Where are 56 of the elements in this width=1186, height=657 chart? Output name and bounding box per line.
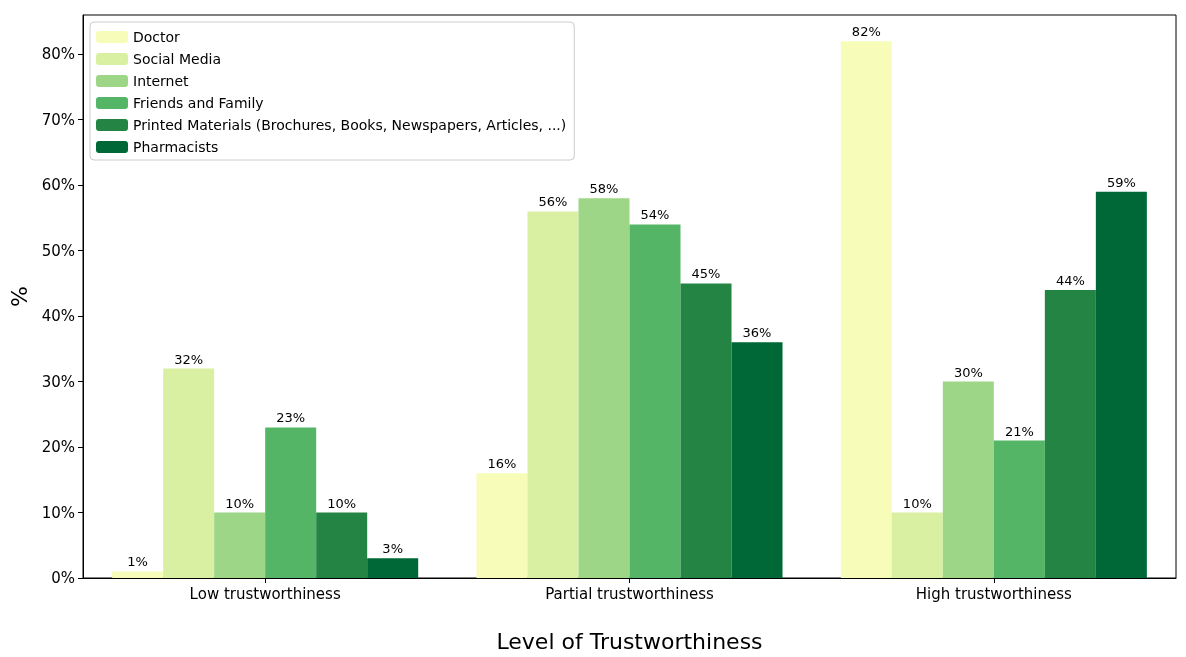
data-label: 36% <box>742 325 772 341</box>
legend-label: Internet <box>133 73 190 89</box>
legend-label: Pharmacists <box>133 139 219 155</box>
data-label: 30% <box>953 364 983 380</box>
data-label: 10% <box>225 495 255 511</box>
legend-label: Printed Materials (Brochures, Books, Newspapers, Articles, ...) <box>133 117 567 133</box>
x-axis-title: Level of Trustworthiness <box>496 628 763 654</box>
y-tick-label: 60% <box>41 176 75 195</box>
bar <box>316 512 368 578</box>
legend-label: Social Media <box>133 51 222 67</box>
bar <box>367 558 419 578</box>
y-tick-label: 30% <box>41 372 75 391</box>
x-tick-label: Low trustworthiness <box>189 584 341 603</box>
bar <box>527 211 579 578</box>
x-tick-label: High trustworthiness <box>915 584 1073 603</box>
data-label: 44% <box>1055 272 1085 288</box>
data-label: 1% <box>127 554 148 570</box>
legend-label: Friends and Family <box>133 95 264 111</box>
data-label: 21% <box>1004 423 1034 439</box>
y-tick-label: 50% <box>41 241 75 260</box>
y-tick-label: 10% <box>41 503 75 522</box>
y-tick-label: 80% <box>41 45 75 64</box>
data-label: 32% <box>174 351 204 367</box>
bar <box>265 427 317 578</box>
bar <box>214 512 266 578</box>
data-label: 54% <box>640 207 670 223</box>
bar <box>1095 191 1147 578</box>
data-label: 16% <box>487 456 517 472</box>
data-label: 23% <box>276 410 306 426</box>
legend-label: Doctor <box>133 29 181 45</box>
bar <box>731 342 783 578</box>
y-tick-label: 70% <box>41 110 75 129</box>
y-tick-label: 20% <box>41 438 75 457</box>
data-label: 3% <box>382 541 403 557</box>
bar <box>993 440 1045 578</box>
bar <box>578 198 630 578</box>
data-label: 82% <box>851 24 881 40</box>
y-tick-label: 0% <box>51 569 75 587</box>
bar <box>942 381 994 578</box>
bar <box>840 41 892 578</box>
data-label: 10% <box>902 495 932 511</box>
y-tick-label: 40% <box>41 307 75 326</box>
bar <box>476 473 528 578</box>
bar <box>1044 289 1096 578</box>
data-label: 45% <box>691 266 721 282</box>
bar <box>163 368 215 578</box>
data-label: 10% <box>327 495 357 511</box>
bar <box>891 512 943 578</box>
x-tick-label: Partial trustworthiness <box>545 584 715 603</box>
y-axis-title: % <box>7 286 33 307</box>
bar <box>629 224 681 578</box>
data-label: 58% <box>589 181 619 197</box>
bar <box>680 283 732 578</box>
data-label: 59% <box>1106 174 1136 190</box>
bar <box>112 571 164 578</box>
data-label: 56% <box>538 194 568 210</box>
